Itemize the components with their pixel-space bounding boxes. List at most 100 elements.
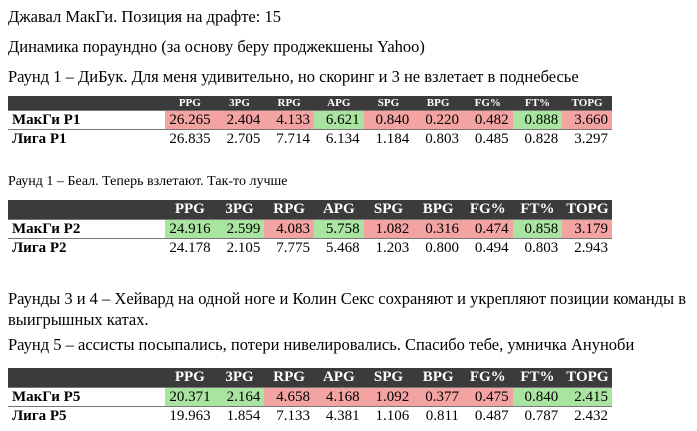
cell: 2.404 [214,110,265,130]
header-cell: TOPG [562,200,612,220]
cell: 3.297 [574,130,608,147]
header-cell: APG [313,96,364,111]
header-cell: PPG [165,200,215,220]
cell: 2.599 [214,219,265,239]
cell: 24.916 [165,219,215,239]
row-label: Лига Р2 [8,238,165,257]
title: Джавал МакГи. Позиция на драфте: 15 [8,7,281,26]
cell: 1.106 [375,407,410,424]
cell: 0.316 [413,219,463,239]
cell: 0.482 [462,110,513,130]
cell: 2.432 [574,407,608,424]
cell: 0.803 [425,130,459,147]
cell: 4.083 [264,219,314,239]
cell: 3.660 [562,110,612,130]
cell: 2.415 [562,387,612,407]
header-row: PPG 3PG RPG APG SPG BPG FG% FT% TOPG [8,200,612,220]
table-row: МакГи Р5 20.371 2.164 4.658 4.168 1.092 0.377 0… [8,387,612,407]
cell: 0.840 [512,387,563,407]
header-cell: SPG [363,96,414,111]
header-cell: FT% [512,368,563,388]
cell: 2.705 [226,130,261,147]
cell: 0.377 [413,387,463,407]
cell: 4.133 [264,110,314,130]
cell: 20.371 [165,387,215,407]
header-cell: BPG [413,96,463,111]
cell: 0.811 [425,407,459,424]
header-cell: PPG [165,96,215,111]
table-row: МакГи Р2 24.916 2.599 4.083 5.758 1.082 0.316 0… [8,219,612,239]
cell: 0.474 [462,219,513,239]
row-label: МакГи Р5 [8,387,165,407]
cell: 4.658 [264,387,314,407]
cell: 0.828 [524,130,559,147]
header-cell [8,96,165,111]
cell: 4.381 [325,407,360,424]
header-cell: BPG [413,200,463,220]
header-cell: 3PG [214,200,265,220]
cell: 2.164 [214,387,265,407]
cell: 19.963 [169,407,211,424]
cell: 2.943 [574,239,608,256]
cell: 0.858 [512,219,563,239]
cell: 26.265 [165,110,215,130]
header-cell: FG% [462,96,513,111]
stats-table: PPG 3PG RPG APG SPG BPG FG% FT% TOPG МакГи Р2 24.9… [8,200,612,257]
paragraph: Раунд 1 – Беал. Теперь взлетают. Так-то … [8,174,288,189]
row-label: Лига Р1 [8,129,165,148]
cell: 1.092 [363,387,414,407]
header-cell: 3PG [214,368,265,388]
paragraph: Динамика пораундно (за основу беру продж… [8,37,425,56]
table-row: МакГи Р1 26.265 2.404 4.133 6.621 0.840 0.220 0… [8,110,612,130]
cell: 0.485 [474,130,509,147]
cell: 7.714 [276,130,310,147]
header-cell [8,200,165,220]
paragraph: Раунд 1 – ДиБук. Для меня удивительно, н… [8,67,579,86]
cell: 1.854 [226,407,261,424]
header-cell [8,368,165,388]
row-label: МакГи Р2 [8,219,165,239]
cell: 2.105 [226,239,261,256]
header-cell: 3PG [214,96,265,111]
cell: 6.134 [325,130,360,147]
paragraph: Раунды 3 и 4 – Хейвард на одной ноге и К… [8,289,687,329]
table-row: Лига Р5 19.963 1.854 7.133 4.381 1.106 0.811 0.… [8,406,612,425]
table-row: Лига Р2 24.178 2.105 7.775 5.468 1.203 0.800 0.… [8,238,612,257]
cell: 3.179 [562,219,612,239]
table-row: Лига Р1 26.835 2.705 7.714 6.134 1.184 0.803 0.… [8,129,612,148]
cell: 1.203 [375,239,410,256]
stats-table: PPG 3PG RPG APG SPG BPG FG% FT% TOPG МакГи Р1 26.2… [8,96,612,148]
cell: 0.487 [474,407,509,424]
row-label: Лига Р5 [8,406,165,425]
cell: 1.184 [375,130,410,147]
header-cell: APG [313,368,364,388]
header-cell: FT% [512,96,563,111]
cell: 0.475 [462,387,513,407]
cell: 5.758 [313,219,364,239]
cell: 0.220 [413,110,463,130]
header-cell: FG% [462,368,513,388]
cell: 5.468 [325,239,360,256]
header-cell: BPG [413,368,463,388]
header-cell: RPG [264,96,314,111]
cell: 0.787 [524,407,559,424]
header-cell: FT% [512,200,563,220]
cell: 0.800 [425,239,459,256]
cell: 4.168 [313,387,364,407]
row-label: МакГи Р1 [8,110,165,130]
header-cell: PPG [165,368,215,388]
paragraph: Раунд 5 – ассисты посыпались, потери нив… [8,335,635,354]
header-cell: SPG [363,368,414,388]
header-row: PPG 3PG RPG APG SPG BPG FG% FT% TOPG [8,368,612,388]
header-cell: TOPG [562,368,612,388]
header-cell: RPG [264,200,314,220]
header-cell: RPG [264,368,314,388]
cell: 24.178 [169,239,211,256]
header-cell: SPG [363,200,414,220]
cell: 7.133 [276,407,310,424]
cell: 0.494 [474,239,509,256]
cell: 6.621 [313,110,364,130]
stats-table: PPG 3PG RPG APG SPG BPG FG% FT% TOPG МакГи Р5 20.3… [8,368,612,425]
cell: 0.803 [524,239,559,256]
